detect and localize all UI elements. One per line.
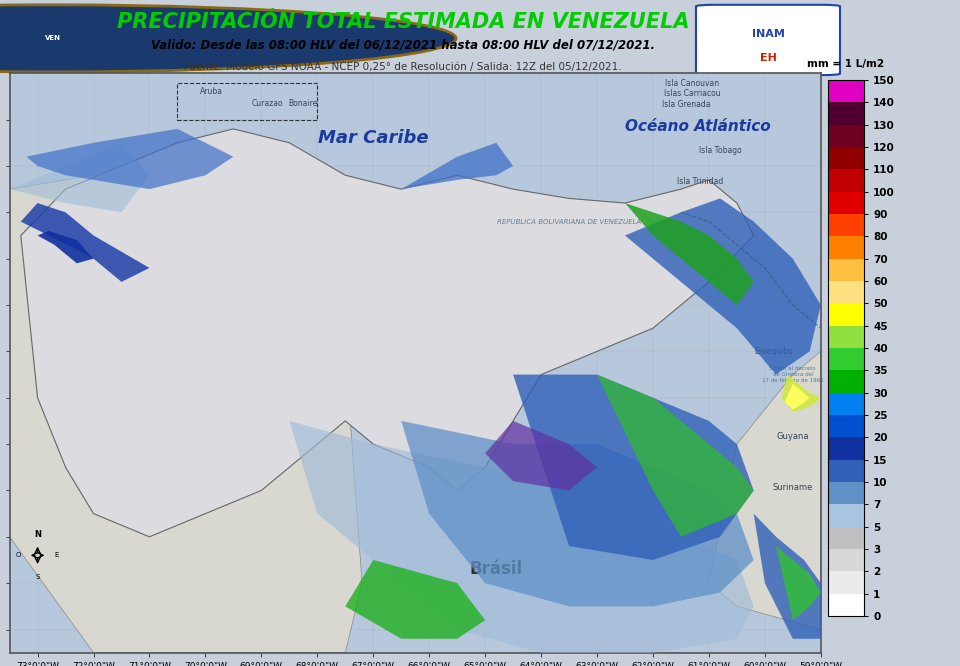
Polygon shape <box>21 129 754 537</box>
Text: EH: EH <box>759 53 777 63</box>
Polygon shape <box>708 352 821 629</box>
Polygon shape <box>401 421 754 606</box>
Polygon shape <box>289 421 754 653</box>
Polygon shape <box>10 157 362 653</box>
Text: Sujeto al decreto
de Ginebra del
17 de febrero de 1966: Sujeto al decreto de Ginebra del 17 de f… <box>762 366 824 383</box>
Polygon shape <box>401 143 513 189</box>
Circle shape <box>0 5 456 72</box>
Text: Isla Trinidad: Isla Trinidad <box>678 176 724 186</box>
Polygon shape <box>625 198 821 374</box>
Polygon shape <box>21 203 150 282</box>
Text: Océano Atlántico: Océano Atlántico <box>625 119 771 134</box>
Text: N: N <box>34 530 41 539</box>
Text: PRECIPITACIÓN TOTAL ESTIMADA EN VENEZUELA: PRECIPITACIÓN TOTAL ESTIMADA EN VENEZUEL… <box>117 12 689 32</box>
Text: Aruba: Aruba <box>200 87 223 96</box>
Text: O: O <box>15 552 21 558</box>
Polygon shape <box>485 421 597 490</box>
Text: REPÚBLICA BOLIVARIANA DE VENEZUELA: REPÚBLICA BOLIVARIANA DE VENEZUELA <box>497 218 641 225</box>
Polygon shape <box>37 231 93 263</box>
Text: mm = 1 L/m2: mm = 1 L/m2 <box>807 59 884 69</box>
Polygon shape <box>784 384 809 410</box>
Polygon shape <box>597 374 754 537</box>
Text: INAM: INAM <box>752 29 784 39</box>
Text: Bonaire: Bonaire <box>289 99 318 108</box>
Text: Islas Carriacou: Islas Carriacou <box>663 89 720 99</box>
Polygon shape <box>10 653 821 666</box>
Text: Suriname: Suriname <box>773 484 813 492</box>
Polygon shape <box>513 374 754 560</box>
Text: Essequibo: Essequibo <box>754 347 793 356</box>
FancyBboxPatch shape <box>696 5 840 75</box>
Text: Guyana: Guyana <box>777 432 809 442</box>
Text: VEN: VEN <box>45 35 60 41</box>
Polygon shape <box>346 560 485 639</box>
Text: E: E <box>54 552 59 558</box>
Polygon shape <box>781 374 821 412</box>
Polygon shape <box>776 546 821 620</box>
Polygon shape <box>26 129 233 189</box>
Polygon shape <box>754 513 821 639</box>
Text: Curazao: Curazao <box>252 99 283 108</box>
Text: Isla Grenada: Isla Grenada <box>662 100 710 109</box>
Text: Isla Canouvan: Isla Canouvan <box>665 79 719 88</box>
Text: Brásil: Brásil <box>469 560 523 578</box>
Polygon shape <box>10 143 150 212</box>
Polygon shape <box>625 203 754 305</box>
Text: Mar Caribe: Mar Caribe <box>318 129 428 147</box>
Text: Valido: Desde las 08:00 HLV del 06/12/2021 hasta 08:00 HLV del 07/12/2021.: Valido: Desde las 08:00 HLV del 06/12/20… <box>151 39 655 51</box>
Text: S: S <box>36 574 39 580</box>
Text: Fuente: Modelo GFS NOAA - NCEP 0,25° de Resolución / Salida: 12Z del 05/12/2021.: Fuente: Modelo GFS NOAA - NCEP 0,25° de … <box>184 63 622 73</box>
Text: Isla Tobago: Isla Tobago <box>699 147 741 155</box>
